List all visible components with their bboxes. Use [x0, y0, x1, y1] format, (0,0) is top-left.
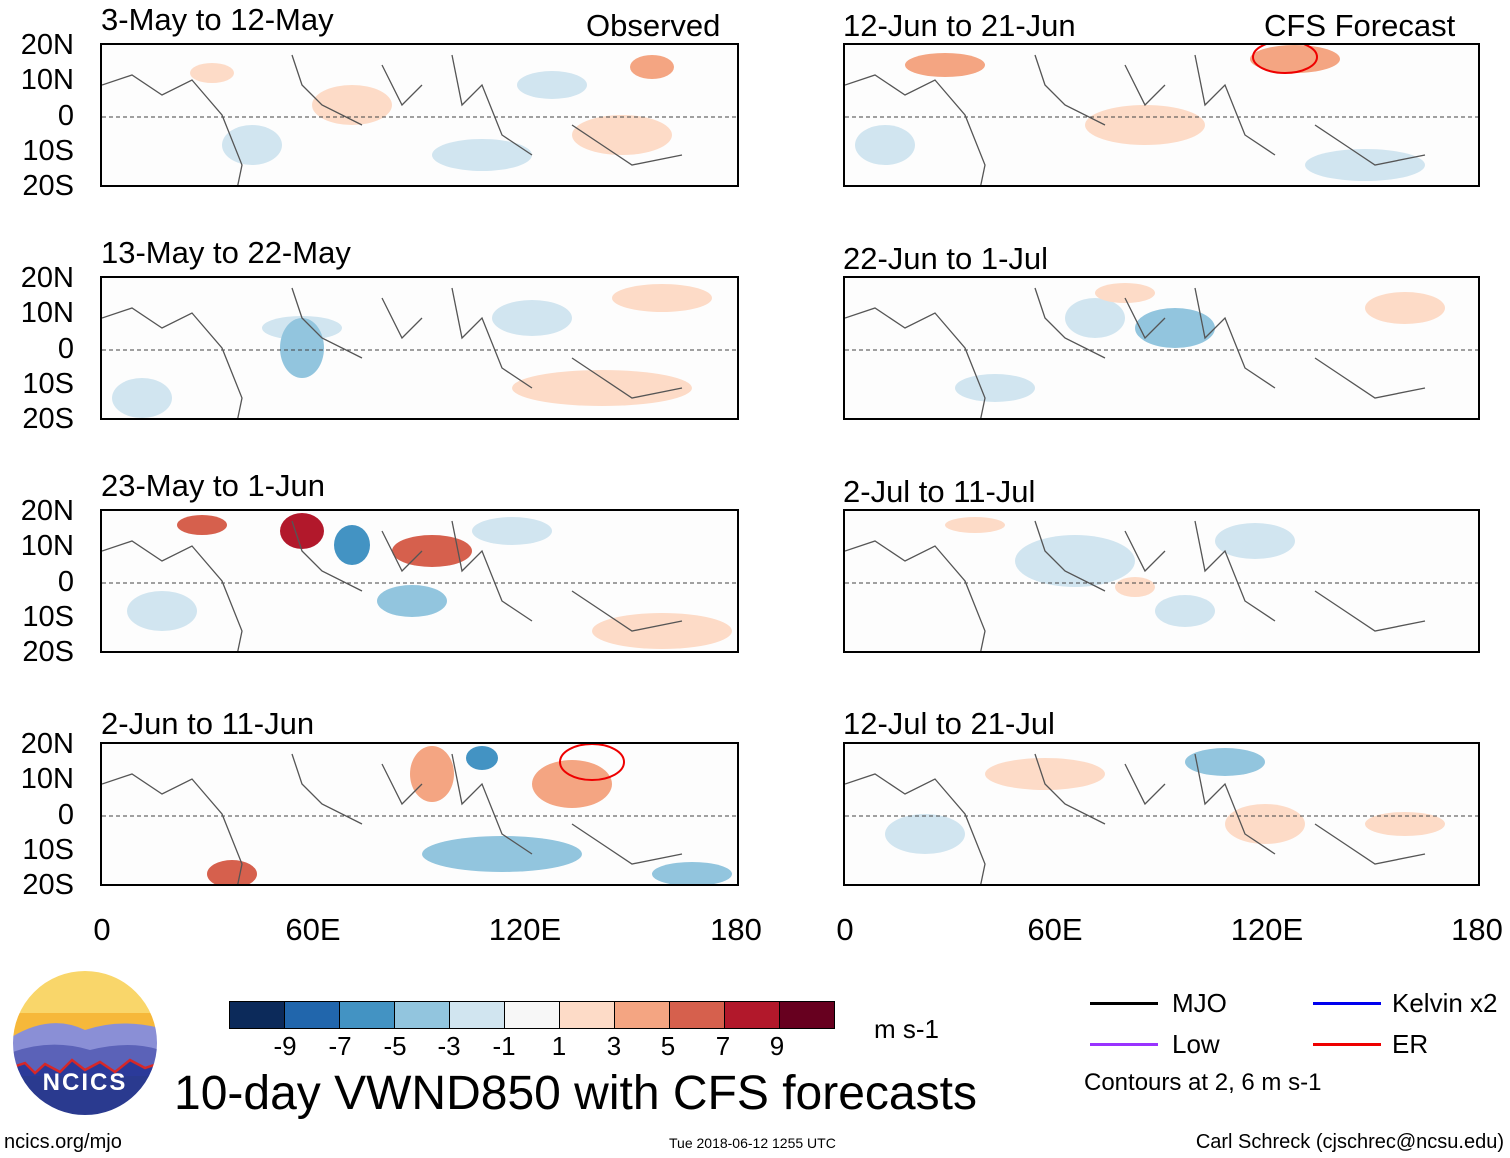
map-panel-left-3 [100, 509, 739, 653]
panel-title-right-4: 12-Jul to 21-Jul [843, 706, 1055, 741]
map-panel-right-2 [843, 276, 1480, 420]
lat-label: 20S [22, 170, 74, 202]
lon-label: 180 [1451, 912, 1503, 947]
map-panel-left-4 [100, 742, 739, 886]
lon-label: 0 [836, 912, 854, 947]
lon-label: 120E [488, 912, 562, 947]
colorbar-label: 7 [715, 1031, 731, 1061]
panel-title-right-3: 2-Jul to 11-Jul [843, 474, 1036, 509]
lat-label: 20S [22, 636, 74, 668]
map-panel-left-2 [100, 276, 739, 420]
lat-label: 10S [22, 135, 74, 167]
forecast-label: CFS Forecast [1264, 8, 1456, 43]
wind-anomaly-map [102, 744, 737, 884]
lat-label: 0 [57, 566, 74, 598]
legend-line-mjo [1090, 1002, 1158, 1005]
lat-label: 10N [20, 64, 74, 96]
colorbar-label: 1 [551, 1031, 567, 1061]
lon-label: 60E [1027, 912, 1083, 947]
panel-title-right-1: 12-Jun to 21-Jun [843, 8, 1076, 43]
lat-label: 20N [20, 262, 74, 294]
lat-label: 0 [57, 333, 74, 365]
ncics-logo: NCICS [10, 968, 160, 1118]
lat-label: 10N [20, 530, 74, 562]
legend-line-er [1313, 1043, 1381, 1046]
lat-label: 20N [20, 495, 74, 527]
wind-anomaly-map [845, 45, 1478, 185]
colorbar-label: -5 [383, 1031, 407, 1061]
map-panel-right-4 [843, 742, 1480, 886]
colorbar-swatch [230, 1002, 284, 1028]
lon-label: 120E [1230, 912, 1304, 947]
wind-anomaly-map [102, 54, 737, 185]
lat-label: 10S [22, 368, 74, 400]
lat-label: 20S [22, 403, 74, 435]
panel-title-left-2: 13-May to 22-May [101, 235, 351, 270]
colorbar [229, 1001, 835, 1029]
colorbar-label: 3 [606, 1031, 622, 1061]
colorbar-label: 9 [769, 1031, 785, 1061]
timestamp: Tue 2018-06-12 1255 UTC [669, 1135, 836, 1151]
legend-label-low: Low [1172, 1029, 1220, 1059]
lat-label: 10N [20, 763, 74, 795]
colorbar-swatch [339, 1002, 394, 1028]
observed-label: Observed [586, 8, 721, 43]
lat-label: 20N [20, 29, 74, 61]
legend-label-kelvin: Kelvin x2 [1392, 988, 1498, 1018]
legend-label-mjo: MJO [1172, 988, 1227, 1018]
lon-label: 180 [710, 912, 762, 947]
colorbar-label: -3 [437, 1031, 461, 1061]
lat-label: 20S [22, 869, 74, 901]
contours-note: Contours at 2, 6 m s-1 [1084, 1069, 1322, 1096]
wind-anomaly-map [845, 517, 1478, 651]
lat-label: 20N [20, 728, 74, 760]
panel-title-left-4: 2-Jun to 11-Jun [101, 706, 315, 741]
lon-label: 0 [93, 912, 111, 947]
colorbar-swatch [284, 1002, 339, 1028]
wind-anomaly-map [102, 513, 737, 651]
logo-text: NCICS [42, 1069, 128, 1096]
colorbar-swatch [504, 1002, 559, 1028]
panel-title-right-2: 22-Jun to 1-Jul [843, 241, 1049, 276]
legend-line-kelvin [1313, 1002, 1381, 1005]
colorbar-swatch [559, 1002, 614, 1028]
colorbar-swatch [394, 1002, 449, 1028]
wind-anomaly-map [845, 748, 1478, 884]
author-credit: Carl Schreck (cjschrec@ncsu.edu) [1195, 1131, 1504, 1153]
colorbar-swatch [779, 1002, 834, 1028]
lon-label: 60E [285, 912, 341, 947]
lat-label: 10S [22, 834, 74, 866]
colorbar-swatch [449, 1002, 504, 1028]
map-panel-right-3 [843, 509, 1480, 653]
lat-label: 0 [57, 100, 74, 132]
lat-label: 10N [20, 297, 74, 329]
panel-title-left-1: 3-May to 12-May [101, 2, 334, 37]
site-link[interactable]: ncics.org/mjo [4, 1131, 122, 1153]
colorbar-label: -7 [328, 1031, 352, 1061]
legend-line-low [1090, 1043, 1158, 1046]
colorbar-units: m s-1 [874, 1014, 939, 1044]
colorbar-label: -9 [273, 1031, 297, 1061]
wind-anomaly-map [845, 283, 1478, 418]
colorbar-label: -1 [492, 1031, 516, 1061]
wind-anomaly-map [102, 284, 737, 418]
colorbar-swatch [669, 1002, 724, 1028]
legend-label-er: ER [1392, 1029, 1429, 1059]
lat-label: 0 [57, 799, 74, 831]
colorbar-label: 5 [660, 1031, 676, 1061]
panel-title-left-3: 23-May to 1-Jun [101, 468, 325, 503]
lat-label: 10S [22, 601, 74, 633]
colorbar-swatch [724, 1002, 779, 1028]
map-panel-left-1 [100, 43, 739, 187]
ncics-logo-graphic [11, 969, 159, 1117]
map-panel-right-1 [843, 43, 1480, 187]
main-title: 10-day VWND850 with CFS forecasts [174, 1067, 977, 1120]
colorbar-swatch [614, 1002, 669, 1028]
